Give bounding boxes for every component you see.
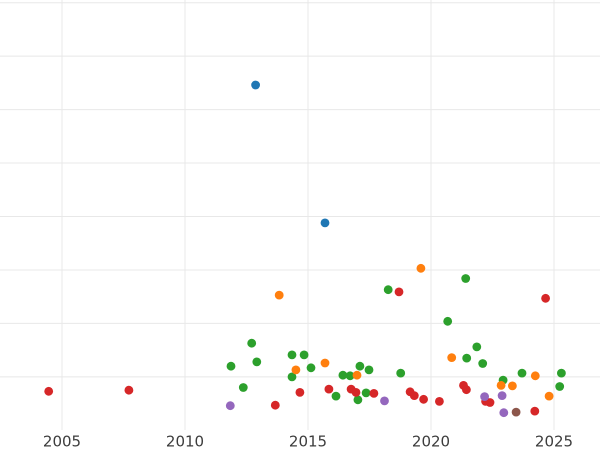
data-point-red (530, 406, 540, 416)
data-point-orange (291, 365, 301, 375)
data-point-green (383, 285, 393, 295)
data-point-green (247, 338, 257, 348)
data-point-purple (497, 391, 507, 400)
data-point-purple (225, 401, 235, 411)
data-point-red (124, 385, 134, 395)
data-point-orange (544, 391, 554, 401)
data-point-red (351, 388, 361, 397)
data-point-green (287, 350, 297, 360)
data-point-orange (447, 353, 457, 362)
data-point-green (555, 382, 565, 391)
data-point-green (331, 391, 341, 401)
data-point-green (353, 395, 363, 405)
data-point-brown (511, 407, 521, 417)
x-tick-label: 2015 (289, 433, 327, 450)
data-point-green (557, 368, 566, 378)
data-point-green (306, 363, 316, 373)
data-point-green (345, 371, 355, 381)
data-point-red (394, 287, 404, 297)
data-point-green (252, 357, 262, 367)
data-point-red (419, 394, 428, 404)
data-point-green (238, 383, 248, 392)
data-point-green (299, 350, 309, 360)
data-point-red (435, 397, 444, 406)
data-point-orange (496, 381, 506, 390)
data-point-red (295, 388, 305, 397)
data-point-purple (480, 392, 489, 401)
data-point-orange (508, 381, 517, 391)
data-point-green (461, 274, 471, 283)
data-point-green (361, 388, 371, 398)
data-point-orange (416, 263, 426, 273)
data-point-green (478, 359, 488, 368)
data-point-red (44, 386, 54, 396)
x-tick-label: 2025 (535, 433, 573, 450)
x-tick-label: 2010 (166, 433, 204, 450)
data-point-green (462, 353, 472, 363)
data-point-orange (352, 370, 362, 380)
data-point-green (443, 316, 453, 326)
x-tick-label: 2005 (43, 433, 81, 450)
data-point-red (541, 293, 550, 303)
data-point-green (472, 342, 482, 352)
data-point-red (369, 389, 379, 398)
data-point-orange (530, 371, 540, 381)
data-point-orange (320, 358, 330, 368)
data-point-red (270, 400, 280, 410)
data-point-green (355, 361, 365, 371)
data-point-green (364, 365, 374, 375)
data-point-green (226, 361, 236, 371)
data-point-orange (274, 290, 284, 300)
data-point-green (338, 370, 348, 380)
data-point-purple (499, 408, 509, 418)
data-point-red (462, 385, 471, 395)
data-point-blue (251, 80, 260, 90)
data-point-green (517, 368, 527, 378)
data-point-green (396, 368, 406, 378)
data-point-red (324, 384, 334, 394)
data-point-red (409, 391, 419, 400)
data-point-purple (380, 396, 389, 406)
data-point-green (287, 372, 297, 382)
x-tick-label: 2020 (412, 433, 450, 450)
data-point-blue (320, 218, 330, 228)
data-point-red (485, 398, 495, 407)
